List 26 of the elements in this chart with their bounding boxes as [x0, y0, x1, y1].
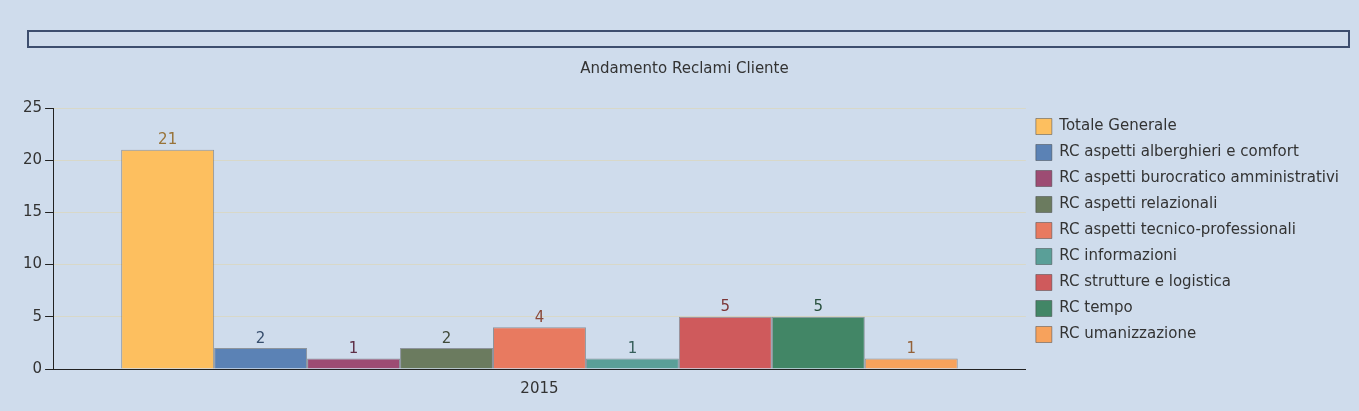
legend-label: RC umanizzazione [1059, 324, 1197, 343]
data-label: 2 [255, 328, 266, 347]
legend-label: RC aspetti burocratico amministrativi [1059, 168, 1339, 187]
data-label: 2 [441, 328, 452, 347]
data-label: 4 [534, 307, 545, 326]
legend-label: RC aspetti alberghieri e comfort [1059, 142, 1299, 161]
legend-label: RC strutture e logistica [1059, 272, 1232, 291]
data-label: 5 [813, 297, 824, 316]
legend-label: RC informazioni [1059, 246, 1177, 265]
legend-label: RC aspetti tecnico-professionali [1059, 220, 1296, 239]
y-tick-label: 5 [32, 306, 43, 325]
data-label: 5 [720, 297, 731, 316]
x-tick-label: 2015 [520, 378, 559, 397]
y-tick-label: 10 [22, 254, 43, 273]
data-label: 1 [348, 338, 359, 357]
legend-label: RC aspetti relazionali [1059, 194, 1218, 213]
data-label: 21 [158, 130, 178, 149]
y-tick-label: 20 [22, 150, 43, 169]
chart-title: Andamento Reclami Cliente [580, 58, 789, 77]
legend-label: RC tempo [1059, 298, 1133, 317]
legend-label: Totale Generale [1058, 116, 1177, 135]
y-tick-label: 25 [22, 97, 43, 116]
data-label: 1 [906, 338, 917, 357]
y-tick-label: 15 [22, 202, 43, 221]
y-tick-label: 0 [32, 358, 43, 377]
data-label: 1 [627, 338, 638, 357]
